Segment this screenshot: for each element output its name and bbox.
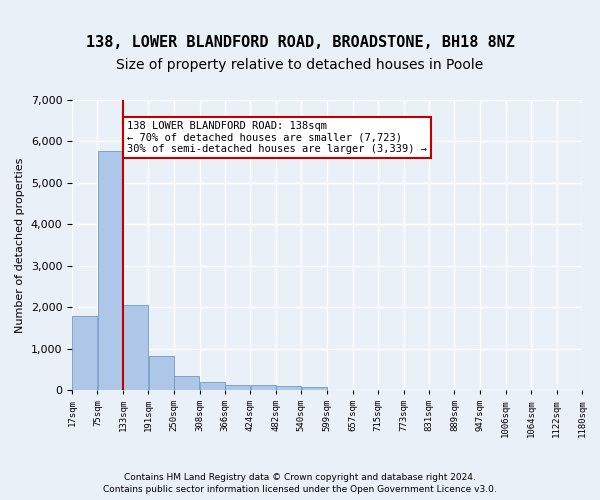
Bar bbox=[302, 386, 326, 390]
Bar bbox=[123, 304, 148, 390]
Bar bbox=[98, 150, 122, 390]
Bar bbox=[175, 376, 199, 390]
Y-axis label: Number of detached properties: Number of detached properties bbox=[15, 158, 25, 332]
Bar bbox=[200, 382, 225, 390]
Bar bbox=[225, 385, 250, 390]
Bar bbox=[251, 386, 275, 390]
Text: Contains public sector information licensed under the Open Government Licence v3: Contains public sector information licen… bbox=[103, 485, 497, 494]
Bar bbox=[72, 316, 97, 390]
Bar bbox=[276, 386, 301, 390]
Text: 138 LOWER BLANDFORD ROAD: 138sqm
← 70% of detached houses are smaller (7,723)
30: 138 LOWER BLANDFORD ROAD: 138sqm ← 70% o… bbox=[127, 120, 427, 154]
Text: Size of property relative to detached houses in Poole: Size of property relative to detached ho… bbox=[116, 58, 484, 71]
Text: 138, LOWER BLANDFORD ROAD, BROADSTONE, BH18 8NZ: 138, LOWER BLANDFORD ROAD, BROADSTONE, B… bbox=[86, 35, 514, 50]
Text: Contains HM Land Registry data © Crown copyright and database right 2024.: Contains HM Land Registry data © Crown c… bbox=[124, 472, 476, 482]
Bar bbox=[149, 356, 173, 390]
